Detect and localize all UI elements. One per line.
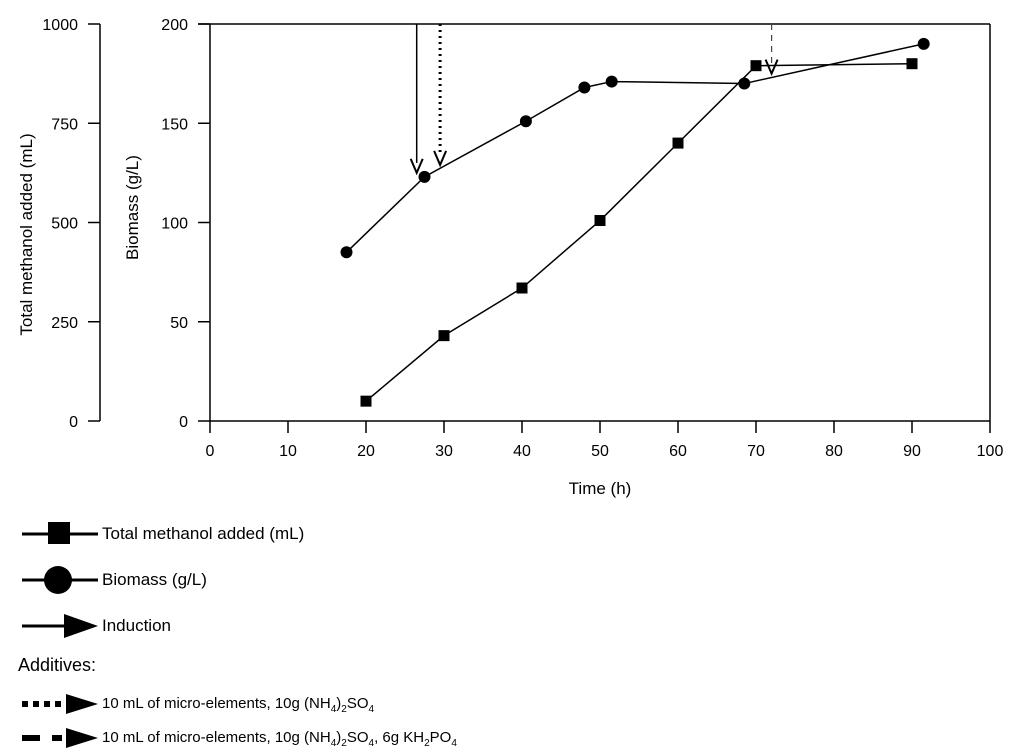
series-line-circle bbox=[345, 43, 924, 253]
left-axis-tick-label: 250 bbox=[51, 315, 78, 332]
additive-2-mid1: ) bbox=[336, 729, 342, 746]
x-axis-tick-label: 90 bbox=[903, 443, 921, 460]
left-axis-tick-label: 0 bbox=[69, 414, 78, 431]
biomass-point bbox=[917, 37, 930, 50]
additive-2-sub2: 2 bbox=[341, 738, 347, 749]
x-axis-tick-label: 60 bbox=[669, 443, 687, 460]
x-axis-tick-label: 10 bbox=[279, 443, 297, 460]
additive-1-sub3: 4 bbox=[368, 704, 375, 715]
methanol-point bbox=[516, 282, 528, 294]
annotation-arrowhead-dashed bbox=[764, 59, 779, 77]
legend-dotted-arrow-icon bbox=[66, 694, 98, 714]
legend-induction-arrow-icon bbox=[64, 614, 98, 638]
methanol-point bbox=[750, 60, 762, 72]
x-axis-tick-label: 80 bbox=[825, 443, 843, 460]
additive-1-tail: SO bbox=[346, 695, 369, 712]
left-axis-tick-label: 500 bbox=[51, 216, 78, 233]
methanol-point bbox=[360, 395, 372, 407]
series-line-square bbox=[365, 62, 913, 402]
biomass-axis-title: Biomass (g/L) bbox=[123, 155, 142, 260]
additive-2-text: 10 mL of micro-elements, 10g (NH bbox=[102, 729, 331, 746]
methanol-point bbox=[594, 215, 606, 227]
x-axis-tick-label: 0 bbox=[206, 443, 215, 460]
x-axis-tick-label: 100 bbox=[977, 443, 1004, 460]
additive-1-mid1: ) bbox=[336, 695, 342, 712]
x-axis-tick-label: 40 bbox=[513, 443, 531, 460]
legend-label-additive-1: 10 mL of micro-elements, 10g (NH4)2SO4 bbox=[102, 694, 374, 720]
biomass-axis-tick-label: 100 bbox=[161, 216, 188, 233]
x-axis-tick-label: 50 bbox=[591, 443, 609, 460]
additive-2-sub3: 4 bbox=[368, 738, 375, 749]
additive-2-sub5: 4 bbox=[451, 738, 457, 749]
biomass-axis-tick-label: 200 bbox=[161, 17, 188, 34]
legend-circle-marker-icon bbox=[44, 566, 72, 594]
additive-1-sub2: 2 bbox=[341, 704, 347, 715]
additive-1-text: 10 mL of micro-elements, 10g (NH bbox=[102, 695, 331, 712]
annotation-arrowhead-solid bbox=[409, 158, 424, 176]
x-axis-tick-label: 20 bbox=[357, 443, 375, 460]
legend-label-biomass: Biomass (g/L) bbox=[102, 570, 207, 589]
biomass-point bbox=[519, 115, 532, 128]
annotation-arrowhead-dotted bbox=[433, 150, 448, 168]
additive-2-mid2: SO bbox=[346, 729, 369, 746]
x-axis-title: Time (h) bbox=[569, 479, 632, 498]
additive-2-sub1: 4 bbox=[330, 738, 337, 749]
x-axis-tick-label: 70 bbox=[747, 443, 765, 460]
additive-2-mid4: PO bbox=[429, 729, 452, 746]
legend-dashed-arrow-icon bbox=[66, 728, 98, 748]
x-axis-tick-label: 30 bbox=[435, 443, 453, 460]
additive-1-sub1: 4 bbox=[330, 704, 337, 715]
left-axis-title: Total methanol added (mL) bbox=[17, 133, 36, 335]
legend-additives-heading: Additives: bbox=[18, 655, 97, 675]
biomass-point bbox=[418, 170, 431, 183]
methanol-point bbox=[438, 330, 450, 342]
biomass-point bbox=[578, 81, 591, 94]
left-axis-tick-label: 1000 bbox=[42, 17, 78, 34]
biomass-axis-tick-label: 150 bbox=[161, 116, 188, 133]
legend-label-induction: Induction bbox=[102, 616, 171, 635]
additive-2-mid3: , 6g KH bbox=[374, 729, 425, 746]
legend-label-additive-2: 10 mL of micro-elements, 10g (NH4)2SO4, … bbox=[102, 728, 457, 754]
left-axis-tick-label: 750 bbox=[51, 116, 78, 133]
biomass-axis-tick-label: 50 bbox=[170, 315, 188, 332]
chart-marks bbox=[340, 24, 930, 407]
biomass-axis-tick-label: 0 bbox=[179, 414, 188, 431]
biomass-point bbox=[605, 75, 618, 88]
biomass-point bbox=[738, 77, 751, 90]
additive-2-sub4: 2 bbox=[424, 738, 430, 749]
methanol-point bbox=[672, 137, 684, 149]
methanol-point bbox=[906, 58, 918, 70]
biomass-point bbox=[340, 246, 353, 259]
